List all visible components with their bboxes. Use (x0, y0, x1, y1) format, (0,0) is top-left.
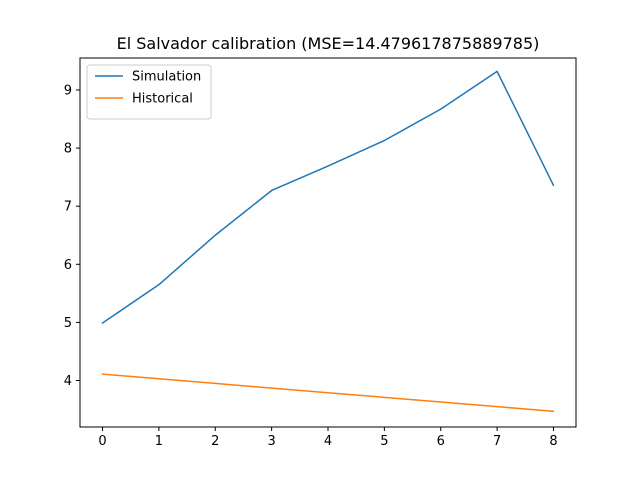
x-tick-label: 6 (437, 434, 445, 449)
y-tick-label: 6 (64, 258, 72, 273)
x-tick-label: 5 (380, 434, 388, 449)
y-tick-label: 8 (64, 142, 72, 157)
series-line-historical (101, 373, 555, 413)
y-tick-label: 5 (64, 316, 72, 331)
x-tick-label: 4 (324, 434, 332, 449)
x-tick-label: 2 (211, 434, 219, 449)
x-tick-label: 3 (267, 434, 275, 449)
x-tick-label: 1 (155, 434, 163, 449)
y-tick-label: 4 (64, 374, 72, 389)
chart-title: El Salvador calibration (MSE=14.47961787… (117, 34, 540, 53)
plot-area: 0 1 2 3 4 5 6 7 8 4 5 6 7 8 9 (64, 70, 558, 449)
x-tick-label: 8 (549, 434, 557, 449)
legend: Simulation Historical (86, 64, 212, 120)
axes-frame (79, 57, 577, 428)
x-tick-label: 7 (493, 434, 501, 449)
x-tick-label: 0 (98, 434, 106, 449)
series-line-simulation (101, 70, 555, 325)
y-tick-label: 7 (64, 200, 72, 215)
legend-label-historical: Historical (132, 92, 193, 107)
legend-box (86, 64, 212, 120)
legend-label-simulation: Simulation (132, 70, 201, 85)
y-tick-label: 9 (64, 83, 72, 98)
